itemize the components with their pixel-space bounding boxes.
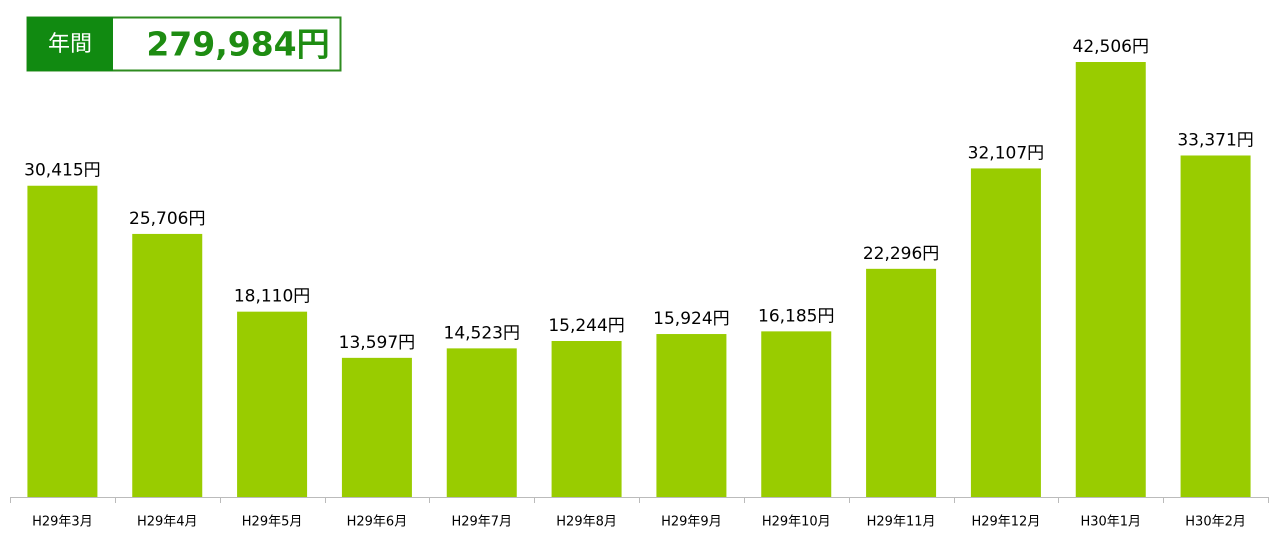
- x-tick-label: H29年3月: [32, 515, 93, 530]
- x-tick-label: H30年1月: [1080, 515, 1141, 530]
- bar: [970, 168, 1041, 497]
- bar: [446, 348, 517, 497]
- bar: [656, 334, 727, 497]
- summary-label-bg: [27, 17, 113, 71]
- bar: [551, 340, 622, 497]
- x-tick-label: H29年11月: [867, 515, 936, 530]
- bar: [27, 185, 98, 497]
- x-tick-label: H29年7月: [451, 515, 512, 530]
- x-tick-label: H29年5月: [242, 515, 303, 530]
- value-label: 25,706円: [129, 209, 205, 229]
- value-label: 15,244円: [548, 316, 624, 336]
- value-label: 16,185円: [758, 306, 834, 326]
- bar: [866, 268, 937, 497]
- bar: [132, 233, 203, 498]
- value-label: 15,924円: [653, 309, 729, 329]
- value-label: 42,506円: [1073, 37, 1149, 57]
- bar: [1075, 62, 1146, 497]
- x-tick-label: H29年6月: [347, 515, 408, 530]
- x-tick-label: H29年10月: [762, 515, 831, 530]
- value-label: 32,107円: [968, 143, 1044, 163]
- x-tick-label: H29年4月: [137, 515, 198, 530]
- value-label: 30,415円: [24, 161, 100, 181]
- x-tick-label: H30年2月: [1185, 515, 1246, 530]
- bar: [1180, 155, 1251, 498]
- value-label: 22,296円: [863, 244, 939, 264]
- value-label: 18,110円: [234, 287, 310, 307]
- summary-value: 279,984円: [146, 25, 329, 64]
- bar: [237, 311, 308, 497]
- value-label: 14,523円: [444, 323, 520, 343]
- x-tick-label: H29年8月: [556, 515, 617, 530]
- summary-label: 年間: [48, 32, 92, 57]
- value-label: 33,371円: [1177, 130, 1253, 150]
- bar: [341, 357, 412, 497]
- x-tick-label: H29年9月: [661, 515, 722, 530]
- value-label: 13,597円: [339, 333, 415, 353]
- bar: [761, 331, 832, 497]
- x-tick-label: H29年12月: [971, 515, 1040, 530]
